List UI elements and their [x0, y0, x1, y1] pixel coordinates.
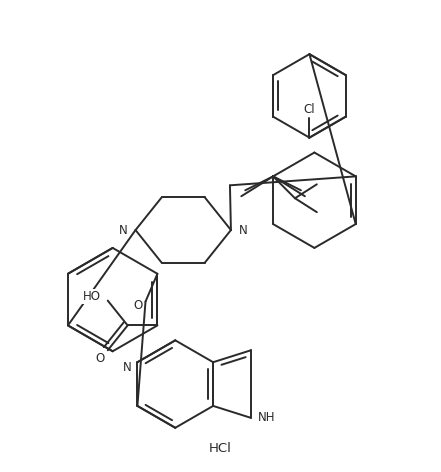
Text: N: N	[239, 224, 247, 236]
Text: HO: HO	[83, 290, 101, 303]
Text: O: O	[133, 299, 142, 312]
Text: N: N	[123, 361, 132, 374]
Text: HCl: HCl	[209, 442, 232, 455]
Text: N: N	[119, 224, 128, 236]
Text: NH: NH	[258, 411, 276, 424]
Text: O: O	[95, 352, 105, 365]
Text: Cl: Cl	[303, 103, 315, 116]
